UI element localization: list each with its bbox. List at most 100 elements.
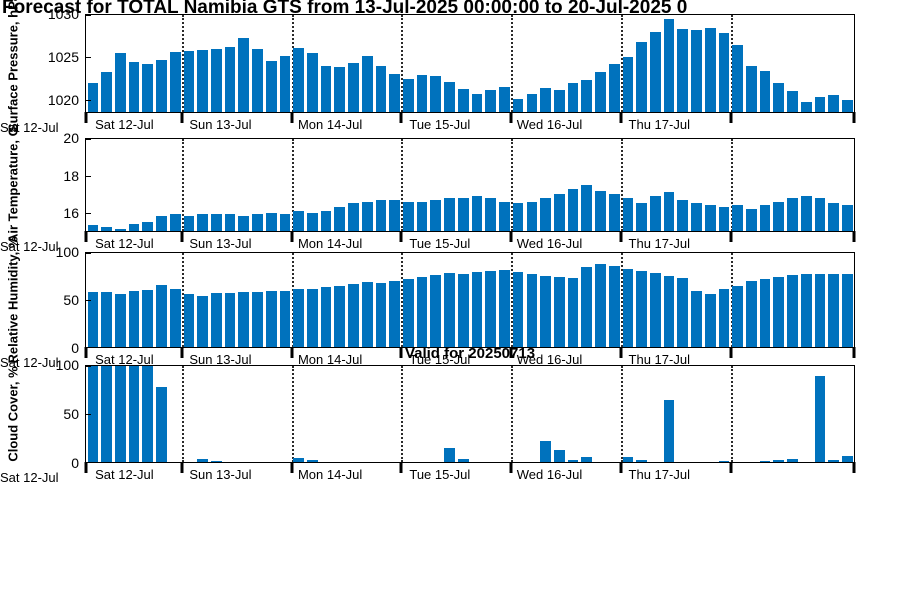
y-tick-mark bbox=[86, 175, 91, 177]
bar bbox=[731, 253, 745, 347]
bar bbox=[402, 253, 416, 347]
bar bbox=[827, 139, 841, 231]
bar bbox=[223, 253, 237, 347]
bar bbox=[772, 139, 786, 231]
bar bbox=[306, 15, 320, 112]
bar bbox=[758, 253, 772, 347]
bar bbox=[402, 366, 416, 462]
humidity-bars bbox=[86, 253, 854, 347]
day-gridline bbox=[291, 15, 294, 112]
y-tick-mark bbox=[86, 100, 91, 102]
bar bbox=[786, 253, 800, 347]
bar bbox=[182, 139, 196, 231]
bar bbox=[168, 366, 182, 462]
bar bbox=[552, 366, 566, 462]
day-tick bbox=[619, 347, 623, 358]
bar bbox=[676, 253, 690, 347]
bar bbox=[676, 366, 690, 462]
day-label: Mon 14-Jul bbox=[297, 117, 363, 132]
bar bbox=[799, 253, 813, 347]
bar bbox=[566, 253, 580, 347]
bar bbox=[292, 253, 306, 347]
y-tick-label: 100 bbox=[55, 357, 79, 373]
day-label: Wed 16-Jul bbox=[516, 117, 583, 132]
bar bbox=[388, 139, 402, 231]
day-tick bbox=[509, 112, 513, 123]
day-gridline bbox=[620, 15, 623, 112]
cloud-panel: Sat 12-Jul Sun 13-Jul Mon 14-Jul Tue 15-Jul… bbox=[0, 357, 900, 489]
bar bbox=[347, 139, 361, 231]
bar bbox=[127, 139, 141, 231]
bar bbox=[498, 15, 512, 112]
bar bbox=[415, 366, 429, 462]
bar bbox=[319, 366, 333, 462]
bar bbox=[141, 366, 155, 462]
bar bbox=[333, 253, 347, 347]
bar bbox=[347, 366, 361, 462]
day-label: Thu 17-Jul bbox=[628, 352, 690, 367]
bar bbox=[251, 15, 265, 112]
day-tick bbox=[84, 231, 88, 242]
bar bbox=[703, 253, 717, 347]
bar bbox=[690, 366, 704, 462]
bar bbox=[333, 15, 347, 112]
bar bbox=[594, 15, 608, 112]
bar bbox=[484, 15, 498, 112]
bar bbox=[292, 15, 306, 112]
y-tick-mark bbox=[86, 15, 91, 16]
bar bbox=[456, 139, 470, 231]
bar bbox=[607, 139, 621, 231]
bar bbox=[319, 139, 333, 231]
bar bbox=[223, 15, 237, 112]
bar bbox=[360, 15, 374, 112]
bar bbox=[429, 139, 443, 231]
bar bbox=[813, 139, 827, 231]
bar bbox=[662, 139, 676, 231]
bar bbox=[717, 15, 731, 112]
bar bbox=[278, 15, 292, 112]
day-tick bbox=[619, 231, 623, 242]
day-tick bbox=[852, 112, 856, 123]
bar bbox=[525, 139, 539, 231]
bar bbox=[347, 253, 361, 347]
bar bbox=[470, 15, 484, 112]
day-tick bbox=[729, 231, 733, 242]
humidity-panel: Sat 12-Jul Sun 13-Jul Mon 14-Jul Tue 15-Jul… bbox=[0, 244, 900, 374]
day-tick bbox=[180, 231, 184, 242]
bar bbox=[621, 366, 635, 462]
x-left-edge-label: Sat 12-Jul bbox=[0, 355, 59, 370]
day-tick bbox=[729, 347, 733, 358]
day-gridline bbox=[730, 15, 733, 112]
bar bbox=[635, 366, 649, 462]
day-tick bbox=[509, 347, 513, 358]
bar bbox=[141, 253, 155, 347]
temperature-panel: Sat 12-Jul Sun 13-Jul Mon 14-Jul Tue 15-Jul… bbox=[0, 130, 900, 258]
temperature-bars bbox=[86, 139, 854, 231]
pressure-plot-area: Sat 12-Jul Sun 13-Jul Mon 14-Jul Tue 15-Jul… bbox=[84, 14, 856, 132]
bar bbox=[209, 366, 223, 462]
day-gridline bbox=[182, 366, 184, 462]
bar bbox=[360, 366, 374, 462]
bar bbox=[772, 366, 786, 462]
bar bbox=[827, 253, 841, 347]
bar bbox=[333, 366, 347, 462]
day-label: Sun 13-Jul bbox=[189, 467, 252, 482]
y-tick-mark bbox=[86, 57, 91, 59]
bar bbox=[402, 139, 416, 231]
bar bbox=[429, 366, 443, 462]
day-gridline bbox=[730, 253, 733, 347]
bar bbox=[717, 139, 731, 231]
day-gridline bbox=[730, 366, 733, 462]
day-tick bbox=[84, 112, 88, 123]
bar bbox=[511, 253, 525, 347]
bar bbox=[799, 139, 813, 231]
bar bbox=[127, 253, 141, 347]
day-label: Sun 13-Jul bbox=[189, 117, 252, 132]
chart-title: Forecast for TOTAL Namibia GTS from 13-J… bbox=[2, 0, 688, 18]
day-gridline bbox=[620, 139, 623, 231]
bar bbox=[799, 15, 813, 112]
bar bbox=[264, 139, 278, 231]
bar bbox=[511, 139, 525, 231]
bar bbox=[525, 15, 539, 112]
y-tick-mark bbox=[86, 139, 91, 140]
